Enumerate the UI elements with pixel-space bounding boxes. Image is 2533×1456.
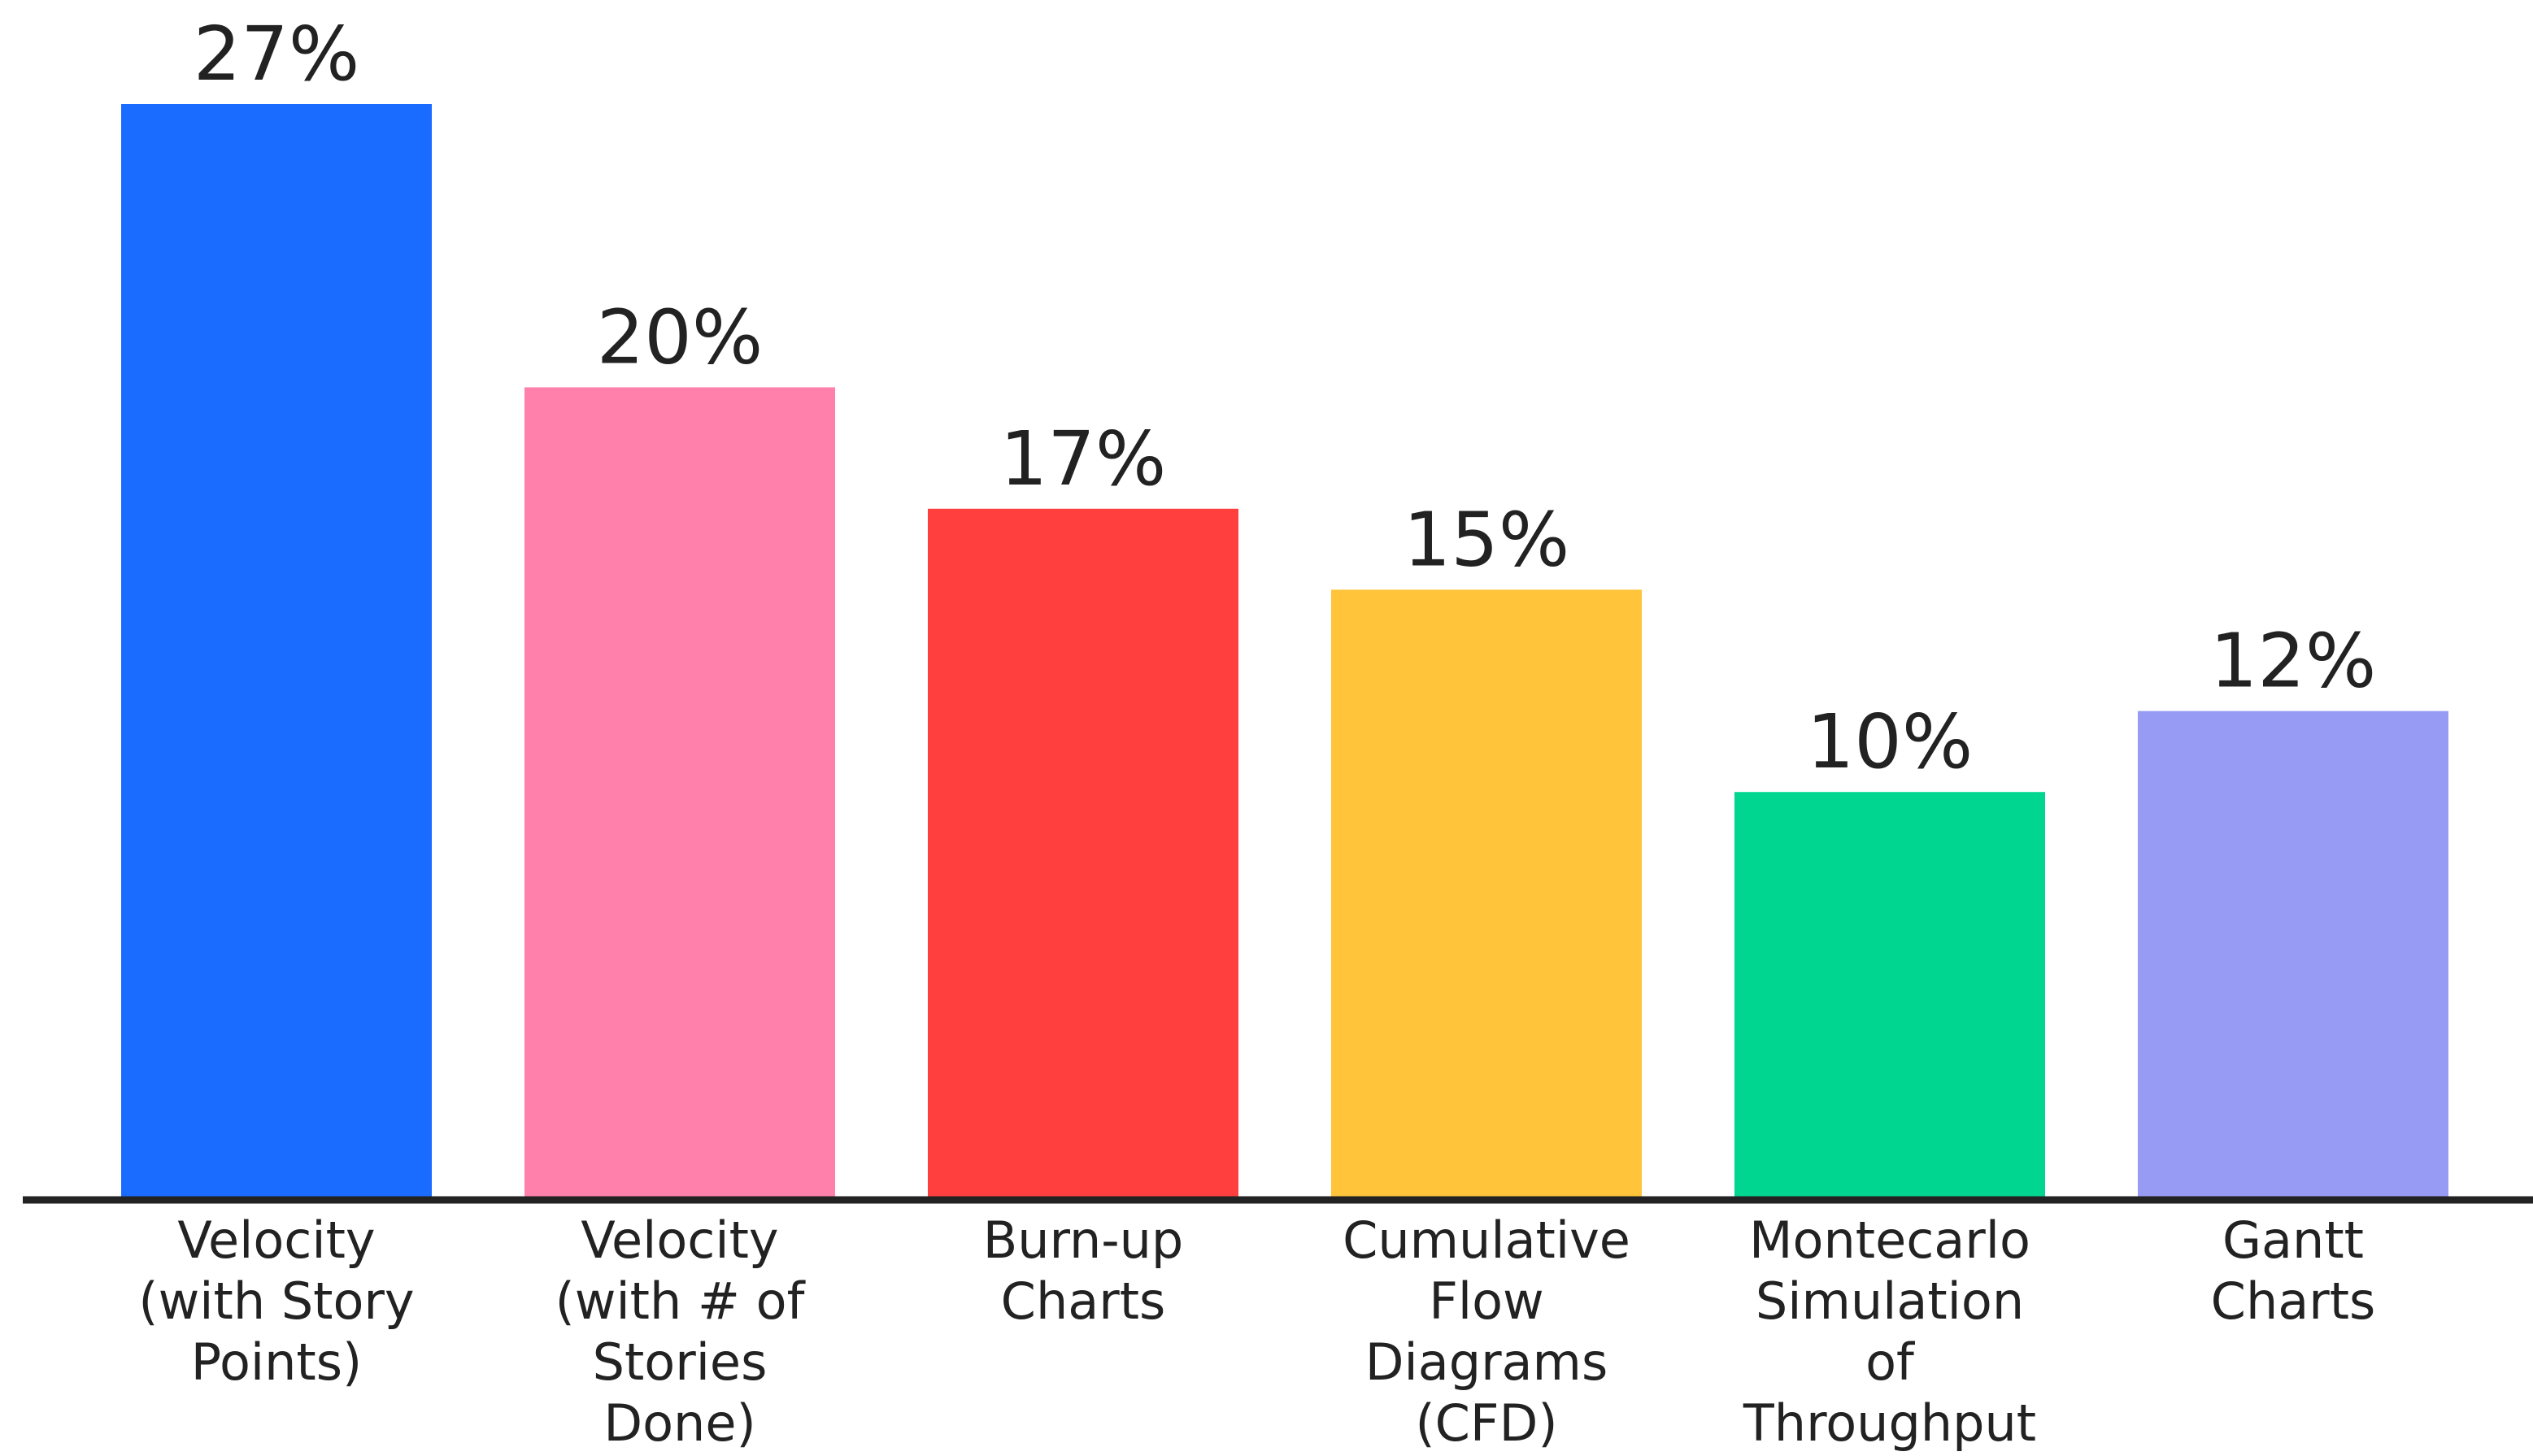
category-label-line: Throughput: [1743, 1393, 2036, 1452]
bar-6: [2138, 711, 2448, 1197]
bar-5: [1734, 792, 2045, 1197]
bar-4: [1331, 589, 1642, 1197]
bar-2: [524, 387, 835, 1197]
bar-3: [928, 508, 1238, 1197]
category-label-line: (CFD): [1415, 1393, 1557, 1452]
category-label-line: Done): [603, 1393, 755, 1452]
value-label-3: 17%: [1000, 415, 1166, 502]
category-label-line: Velocity: [581, 1210, 778, 1270]
value-label-1: 27%: [194, 11, 359, 98]
category-label-line: Burn-up: [983, 1210, 1184, 1270]
category-label-line: Charts: [2211, 1271, 2376, 1331]
category-label-line: (with Story: [138, 1271, 414, 1331]
category-labels-layer: Velocity (with Story Points)Velocity (with …: [138, 1210, 2376, 1453]
category-label-line: Diagrams: [1365, 1332, 1608, 1392]
bars-layer: [121, 104, 2448, 1197]
category-label-2: Velocity (with # of Stories Done): [555, 1210, 807, 1452]
value-label-4: 15%: [1404, 496, 1569, 583]
category-label-3: Burn-up Charts: [983, 1210, 1184, 1331]
category-label-line: Charts: [1001, 1271, 1166, 1331]
category-label-line: Simulation: [1756, 1271, 2024, 1331]
value-label-6: 12%: [2210, 618, 2376, 705]
category-label-line: Cumulative: [1343, 1210, 1630, 1270]
category-label-line: of: [1865, 1332, 1916, 1392]
category-label-line: Velocity: [177, 1210, 375, 1270]
value-label-2: 20%: [597, 293, 763, 380]
category-label-line: Points): [191, 1332, 362, 1392]
category-label-line: Montecarlo: [1749, 1210, 2030, 1270]
category-label-1: Velocity (with Story Points): [138, 1210, 414, 1392]
category-label-6: Gantt Charts: [2211, 1210, 2376, 1331]
bar-1: [121, 104, 432, 1197]
category-label-4: Cumulative Flow Diagrams (CFD): [1343, 1210, 1630, 1452]
value-labels-layer: 27% 20% 17% 15% 10% 12%: [194, 11, 2376, 785]
category-label-line: Stories: [593, 1332, 768, 1392]
category-label-line: Gantt: [2222, 1210, 2364, 1270]
category-label-line: Flow: [1429, 1271, 1544, 1331]
category-label-5: Montecarlo Simulation of Throughput: [1743, 1210, 2036, 1452]
value-label-5: 10%: [1807, 698, 1973, 785]
category-label-line: (with # of: [555, 1271, 807, 1331]
